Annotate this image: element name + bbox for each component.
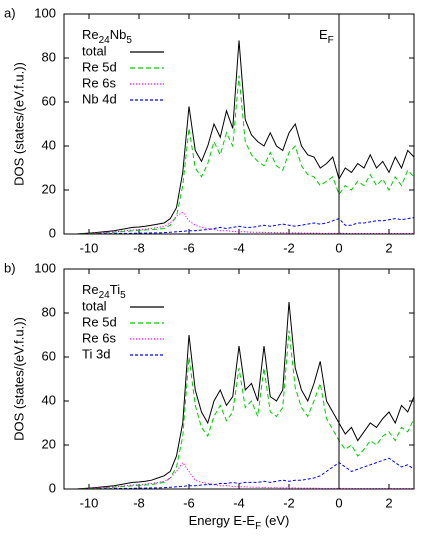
y-tick-label: 40 bbox=[42, 137, 56, 152]
y-tick-label: 20 bbox=[42, 181, 56, 196]
series-line bbox=[64, 301, 414, 489]
series-line bbox=[64, 457, 414, 489]
y-tick-label: 40 bbox=[42, 392, 56, 407]
subscript: F bbox=[328, 35, 334, 46]
x-tick-label: -2 bbox=[283, 240, 295, 255]
subscript: 5 bbox=[120, 290, 126, 301]
legend-label: Re 5d bbox=[82, 59, 117, 74]
x-axis-label: Energy E-EF (eV) bbox=[189, 513, 290, 531]
y-tick-label: 60 bbox=[42, 93, 56, 108]
series-line bbox=[64, 40, 414, 234]
legend-label: total bbox=[82, 43, 107, 58]
panel-label: a) bbox=[4, 5, 16, 20]
y-axis-label: DOS (states/(eV.f.u.)) bbox=[11, 62, 26, 186]
series-line bbox=[64, 330, 414, 489]
x-tick-label: -8 bbox=[133, 495, 145, 510]
x-tick-label: -4 bbox=[233, 240, 245, 255]
series-line bbox=[64, 217, 414, 234]
panel-label: b) bbox=[4, 260, 16, 275]
y-tick-label: 60 bbox=[42, 348, 56, 363]
y-tick-label: 20 bbox=[42, 436, 56, 451]
x-tick-label: 0 bbox=[335, 495, 342, 510]
subscript: 24 bbox=[99, 35, 111, 46]
legend-label: Re 6s bbox=[82, 75, 116, 90]
legend-label: Re 5d bbox=[82, 314, 117, 329]
x-tick-label: -8 bbox=[133, 240, 145, 255]
legend-label: Re 6s bbox=[82, 330, 116, 345]
x-tick-label: -10 bbox=[80, 240, 99, 255]
legend-label: Ti 3d bbox=[82, 346, 110, 361]
y-tick-label: 80 bbox=[42, 49, 56, 64]
text-part: Re bbox=[82, 282, 99, 297]
subscript: F bbox=[255, 521, 261, 532]
x-tick-label: -6 bbox=[183, 495, 195, 510]
x-tick-label: -2 bbox=[283, 495, 295, 510]
y-tick-label: 100 bbox=[34, 260, 56, 275]
subscript: 5 bbox=[126, 35, 132, 46]
y-tick-label: 100 bbox=[34, 5, 56, 20]
text-part: E bbox=[319, 27, 328, 42]
x-tick-label: -6 bbox=[183, 240, 195, 255]
text-part: Energy E-E bbox=[189, 513, 256, 528]
subscript: 24 bbox=[99, 290, 111, 301]
fermi-label: EF bbox=[319, 27, 334, 45]
text-part: Re bbox=[82, 27, 99, 42]
legend-title: Re24Ti5 bbox=[82, 282, 126, 300]
text-part: Ti bbox=[110, 282, 120, 297]
text-part: Nb bbox=[110, 27, 127, 42]
x-tick-label: -4 bbox=[233, 495, 245, 510]
text-part: (eV) bbox=[261, 513, 289, 528]
x-tick-label: -10 bbox=[80, 495, 99, 510]
plot-frame bbox=[63, 13, 415, 235]
x-tick-label: 2 bbox=[385, 495, 392, 510]
legend-label: Nb 4d bbox=[82, 91, 117, 106]
y-axis-label: DOS (states/(eV.f.u.)) bbox=[11, 317, 26, 441]
plot-frame bbox=[63, 268, 415, 490]
series-line bbox=[64, 75, 414, 234]
legend-label: total bbox=[82, 298, 107, 313]
legend-title: Re24Nb5 bbox=[82, 27, 132, 45]
y-tick-label: 0 bbox=[49, 225, 56, 240]
x-tick-label: 2 bbox=[385, 240, 392, 255]
y-tick-label: 80 bbox=[42, 304, 56, 319]
x-tick-label: 0 bbox=[335, 240, 342, 255]
plot-lines bbox=[64, 301, 414, 489]
y-tick-label: 0 bbox=[49, 480, 56, 495]
